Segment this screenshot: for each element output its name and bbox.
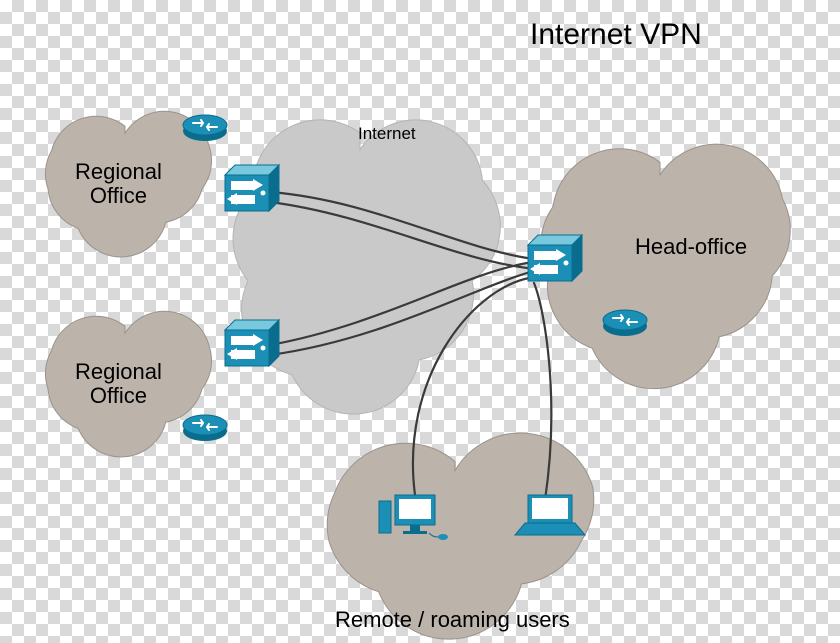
router-router-regional-1 — [183, 115, 227, 141]
diagram-svg — [0, 0, 840, 643]
router-router-regional-2 — [183, 415, 227, 441]
router-router-head — [603, 310, 647, 336]
internet-cloud — [233, 120, 500, 414]
label-regional-office-1: Regional Office — [75, 160, 162, 208]
diagram-stage: Internet VPN Internet Regional Office Reg… — [0, 0, 840, 643]
internet-label: Internet — [358, 125, 416, 144]
firewall-fw-head — [528, 235, 582, 281]
label-remote-users: Remote / roaming users — [335, 608, 570, 632]
label-head-office: Head-office — [635, 235, 747, 259]
firewall-fw-regional-1 — [225, 165, 279, 211]
firewall-fw-regional-2 — [225, 320, 279, 366]
diagram-title: Internet VPN — [530, 18, 702, 51]
label-regional-office-2: Regional Office — [75, 360, 162, 408]
